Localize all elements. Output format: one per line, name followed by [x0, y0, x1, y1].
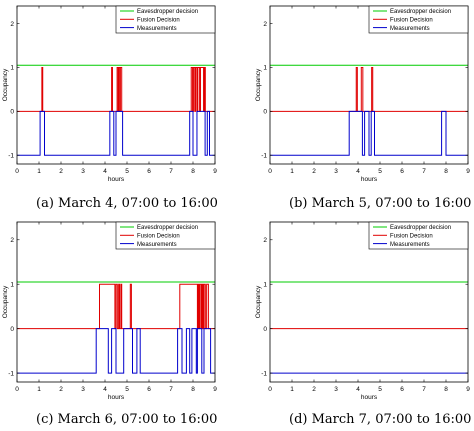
y-tick-label: 0 [10, 326, 14, 333]
x-tick-label: 0 [15, 168, 19, 175]
x-tick-label: 5 [378, 386, 382, 393]
x-axis-label: hours [108, 394, 125, 401]
x-tick-label: 6 [147, 386, 151, 393]
x-tick-label: 1 [290, 386, 294, 393]
x-tick-label: 7 [422, 386, 426, 393]
x-tick-label: 3 [334, 168, 338, 175]
x-tick-label: 5 [125, 386, 129, 393]
x-tick-label: 8 [444, 168, 448, 175]
y-tick-label: 2 [10, 237, 14, 244]
x-tick-label: 5 [378, 168, 382, 175]
x-axis-label: hours [361, 176, 378, 183]
chart-panel-0: 0 1 2 3 4 5 6 7 8 9 -1 0 1 2 hours Occupancy Eavesdroppe… [2, 5, 217, 183]
legend-label-1: Fusion Decision [137, 234, 180, 240]
x-tick-label: 9 [466, 168, 470, 175]
x-tick-label: 6 [400, 386, 404, 393]
x-tick-label: 4 [103, 386, 107, 393]
legend-label-1: Fusion Decision [390, 234, 433, 240]
legend-label-0: Eavesdropper decision [390, 225, 451, 231]
x-tick-label: 7 [169, 168, 173, 175]
x-tick-label: 4 [356, 386, 360, 393]
y-tick-label: 2 [263, 21, 267, 28]
x-tick-label: 9 [213, 168, 217, 175]
caption-d: (d) March 7, 07:00 to 16:00 [289, 412, 472, 427]
x-tick-label: 9 [213, 386, 217, 393]
series-line-2 [17, 328, 215, 374]
y-tick-label: -1 [261, 153, 267, 160]
x-tick-label: 2 [59, 386, 63, 393]
y-axis-label: Occupancy [255, 285, 262, 318]
x-tick-label: 2 [312, 386, 316, 393]
x-tick-label: 7 [422, 168, 426, 175]
legend-label-2: Measurements [137, 26, 177, 32]
legend-label-0: Eavesdropper decision [137, 225, 198, 231]
caption-a: (a) March 4, 07:00 to 16:00 [36, 196, 218, 211]
y-tick-label: 0 [10, 109, 14, 116]
x-tick-label: 0 [268, 168, 272, 175]
y-axis-label: Occupancy [255, 68, 262, 101]
y-tick-label: 2 [10, 21, 14, 28]
series-line-2 [17, 110, 215, 156]
series-line-1 [17, 66, 215, 112]
y-tick-label: 1 [10, 65, 14, 72]
y-tick-label: -1 [8, 153, 14, 160]
x-tick-label: 7 [169, 386, 173, 393]
x-tick-label: 3 [81, 168, 85, 175]
x-tick-label: 1 [290, 168, 294, 175]
x-tick-label: 2 [59, 168, 63, 175]
x-tick-label: 4 [356, 168, 360, 175]
x-tick-label: 3 [81, 386, 85, 393]
x-tick-label: 6 [147, 168, 151, 175]
y-tick-label: 1 [263, 65, 267, 72]
y-tick-label: -1 [8, 370, 14, 377]
chart-panel-1: 0 1 2 3 4 5 6 7 8 9 -1 0 1 2 hours Occupancy Eavesdroppe… [255, 5, 470, 183]
series-line-2 [270, 110, 468, 156]
x-tick-label: 6 [400, 168, 404, 175]
x-tick-label: 3 [334, 386, 338, 393]
y-tick-label: 0 [263, 109, 267, 116]
x-tick-label: 5 [125, 168, 129, 175]
y-tick-label: 0 [263, 326, 267, 333]
y-tick-label: 1 [263, 282, 267, 289]
x-axis-label: hours [361, 394, 378, 401]
legend: Eavesdropper decision Fusion Decision Meas… [115, 221, 216, 250]
x-tick-label: 0 [15, 386, 19, 393]
legend-label-0: Eavesdropper decision [137, 9, 198, 15]
series-line-1 [17, 283, 215, 330]
y-tick-label: 1 [10, 282, 14, 289]
y-tick-label: 2 [263, 237, 267, 244]
x-tick-label: 9 [466, 386, 470, 393]
legend-label-1: Fusion Decision [390, 18, 433, 24]
caption-b: (b) March 5, 07:00 to 16:00 [289, 196, 472, 211]
x-tick-label: 2 [312, 168, 316, 175]
legend-label-1: Fusion Decision [137, 18, 180, 24]
legend-label-0: Eavesdropper decision [390, 9, 451, 15]
x-tick-label: 8 [191, 168, 195, 175]
legend-label-2: Measurements [390, 26, 430, 32]
chart-panel-2: 0 1 2 3 4 5 6 7 8 9 -1 0 1 2 hours Occupancy Eavesdroppe… [2, 221, 217, 401]
series-line-1 [270, 66, 468, 112]
x-tick-label: 8 [191, 386, 195, 393]
legend: Eavesdropper decision Fusion Decision Meas… [115, 5, 216, 34]
legend: Eavesdropper decision Fusion Decision Meas… [368, 5, 469, 34]
x-tick-label: 0 [268, 386, 272, 393]
y-tick-label: -1 [261, 370, 267, 377]
x-tick-label: 8 [444, 386, 448, 393]
y-axis-label: Occupancy [2, 285, 9, 318]
legend-label-2: Measurements [390, 242, 430, 248]
caption-c: (c) March 6, 07:00 to 16:00 [36, 412, 218, 427]
legend-label-2: Measurements [137, 242, 177, 248]
chart-panel-3: 0 1 2 3 4 5 6 7 8 9 -1 0 1 2 hours Occupancy Eavesdroppe… [255, 221, 470, 401]
y-axis-label: Occupancy [2, 68, 9, 101]
x-axis-label: hours [108, 176, 125, 183]
x-tick-label: 4 [103, 168, 107, 175]
legend: Eavesdropper decision Fusion Decision Meas… [368, 221, 469, 250]
x-tick-label: 1 [37, 168, 41, 175]
x-tick-label: 1 [37, 386, 41, 393]
